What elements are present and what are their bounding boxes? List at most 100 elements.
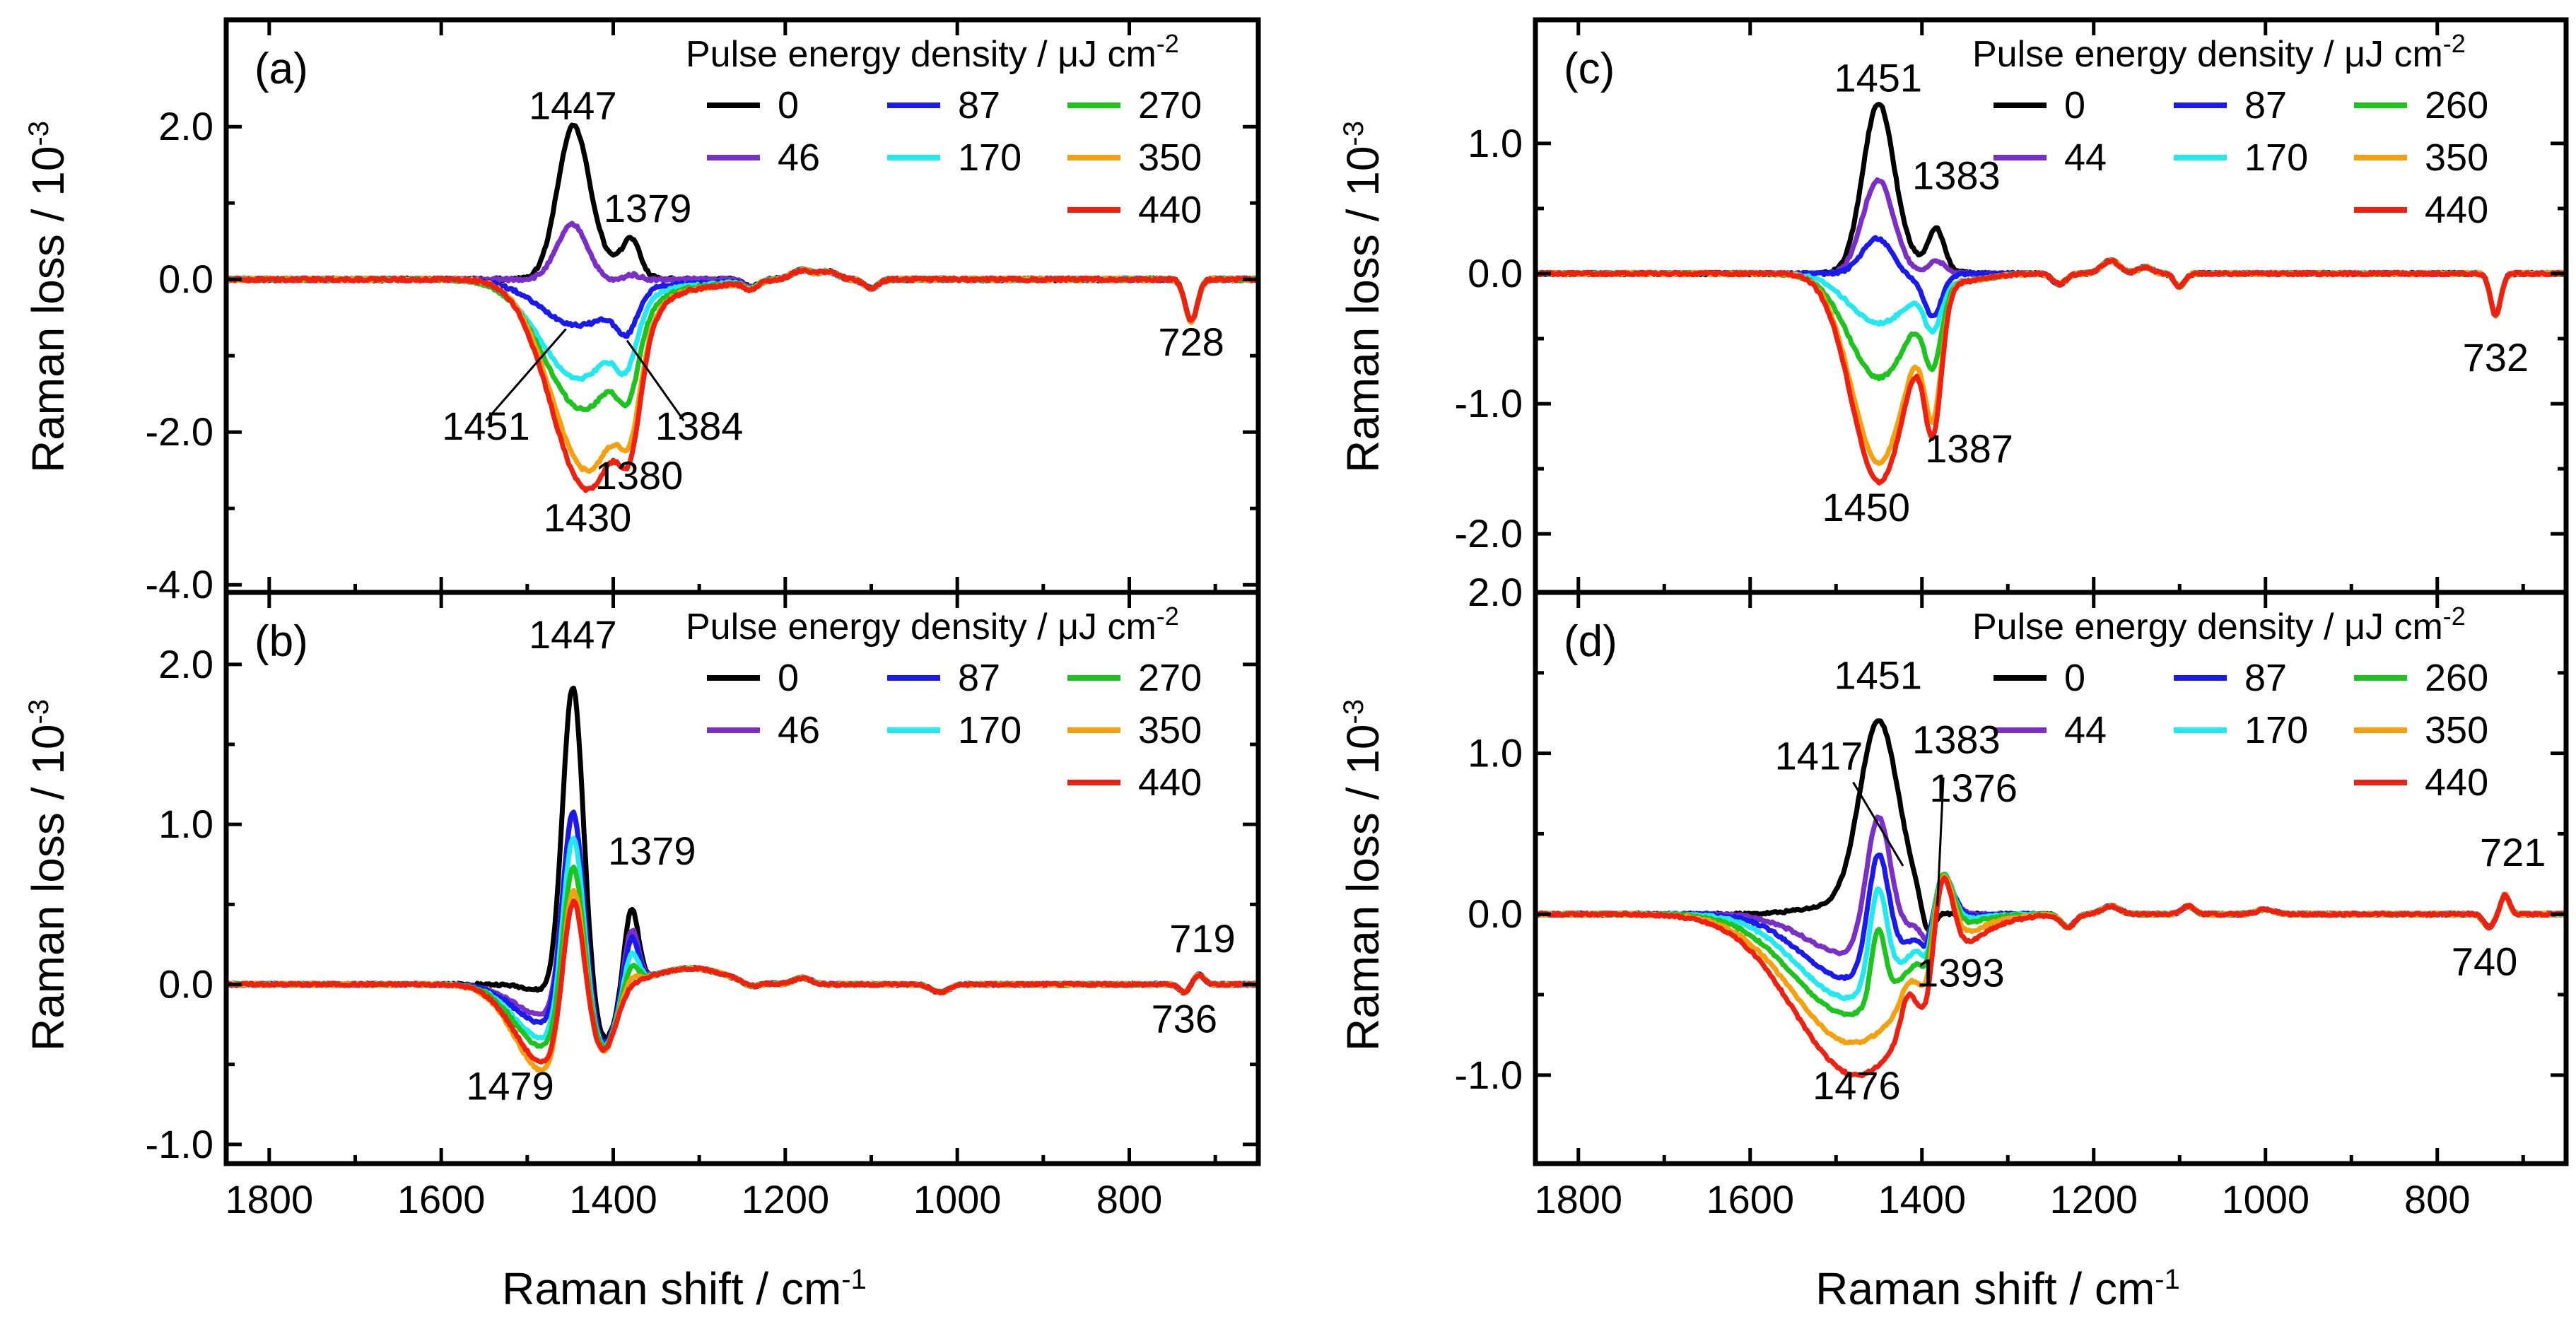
- peak-annotation: 1450: [1822, 485, 1910, 529]
- peak-annotation: 728: [1158, 320, 1224, 364]
- peak-annotation: 736: [1152, 996, 1217, 1041]
- x-axis-label-left-sup: -1: [841, 1264, 867, 1295]
- series-line-270: [226, 865, 1258, 1050]
- series-line-270: [226, 266, 1258, 413]
- legend-title-sup: -2: [1157, 602, 1179, 631]
- peak-annotation: 1430: [544, 496, 632, 540]
- series-group: [1535, 718, 2566, 1079]
- series-line-440: [1535, 875, 2566, 1079]
- series-line-440: [1535, 257, 2566, 486]
- x-tick-label: 1200: [742, 1177, 830, 1222]
- legend-title: Pulse energy density / μJ cm-2: [1972, 602, 2466, 648]
- y-tick-label: 0.0: [158, 257, 213, 301]
- peak-annotation: 1387: [1925, 426, 2013, 471]
- peak-annotation: 740: [2452, 939, 2517, 984]
- annotation-leader: [626, 339, 685, 421]
- peak-annotation: 1447: [529, 612, 617, 657]
- y-axis-label-a-sup: -3: [23, 121, 54, 146]
- y-tick-label: 0.0: [1468, 251, 1523, 295]
- legend-label-46: 46: [778, 136, 820, 179]
- series-line-0: [226, 122, 1258, 324]
- series-line-350: [1535, 257, 2566, 467]
- x-axis-label-right-sup: -1: [2155, 1264, 2180, 1295]
- y-tick-label: -1.0: [1455, 1053, 1523, 1097]
- y-tick-label: 0.0: [1468, 891, 1523, 936]
- x-tick-label: 1600: [1706, 1177, 1794, 1222]
- legend-label-46: 46: [778, 709, 820, 751]
- legend-title-sup: -2: [1157, 29, 1179, 58]
- legend-title: Pulse energy density / μJ cm-2: [1972, 29, 2466, 76]
- series-line-170: [226, 836, 1258, 1050]
- legend-title-sup: -2: [2443, 29, 2466, 58]
- legend-label-260: 260: [2425, 84, 2488, 127]
- peak-annotation: 732: [2463, 335, 2529, 380]
- legend-title: Pulse energy density / μJ cm-2: [686, 602, 1179, 648]
- peak-annotation: 1380: [595, 453, 684, 498]
- peak-annotation: 1447: [529, 83, 617, 127]
- peak-annotation: 1379: [608, 829, 696, 873]
- x-tick-label: 1200: [2049, 1177, 2138, 1222]
- y-axis-label-d-sup: -3: [1338, 699, 1369, 725]
- series-line-0: [1535, 718, 2566, 934]
- y-tick-label: 0.0: [158, 962, 213, 1007]
- series-group: [226, 122, 1258, 493]
- y-tick-label: -1.0: [1455, 381, 1523, 426]
- legend-label-350: 350: [2425, 709, 2488, 751]
- x-tick-label: 1600: [397, 1177, 486, 1222]
- y-axis-label-c: Raman loss / 10-3: [1337, 121, 1388, 473]
- y-tick-label: -2.0: [146, 409, 214, 454]
- legend-label-87: 87: [958, 657, 1000, 699]
- peak-annotation: 1451: [1834, 653, 1922, 698]
- y-axis-label-a: Raman loss / 10-3: [23, 121, 74, 473]
- series-line-350: [1535, 873, 2566, 1046]
- annotation-leader: [1852, 781, 1904, 867]
- y-tick-label: 1.0: [1468, 731, 1523, 775]
- panel-label: (d): [1564, 617, 1617, 666]
- panel-label: (b): [254, 617, 308, 666]
- legend-label-87: 87: [2244, 657, 2287, 699]
- legend-label-87: 87: [958, 84, 1000, 127]
- panel-label: (c): [1564, 45, 1615, 93]
- series-line-46: [226, 812, 1258, 1046]
- legend-label-350: 350: [1138, 709, 1202, 751]
- y-axis-label-c-sup: -3: [1338, 121, 1369, 146]
- panel-c: 1.0 0.0 -1.0 -2.0 (c) Pulse energy density / …: [1455, 17, 2569, 595]
- peak-annotation: 1376: [1929, 766, 2018, 810]
- x-tick-label: 800: [1096, 1177, 1162, 1222]
- legend-label-170: 170: [2244, 136, 2308, 179]
- legend-title-sup: -2: [2443, 602, 2466, 631]
- legend-label-87: 87: [2244, 84, 2287, 127]
- panel-d: 1800 1600 1400 1200 1000 800 2.0 1.0 0.0 -1.0 (d) P…: [1455, 570, 2569, 1222]
- x-tick-label: 1800: [226, 1177, 314, 1222]
- legend-label-170: 170: [958, 136, 1021, 179]
- y-tick-label: 1.0: [1468, 121, 1523, 165]
- panel-a: 2.0 0.0 -2.0 -4.0 (a) Pulse energy density / …: [146, 17, 1261, 607]
- panel-b: 1800 1600 1400 1200 1000 800 2.0 1.0 0.0 -1.0 (b) P…: [146, 590, 1261, 1222]
- peak-annotation: 1384: [655, 404, 744, 448]
- legend-label-0: 0: [778, 84, 799, 127]
- y-tick-label: -1.0: [146, 1122, 214, 1166]
- legend-label-44: 44: [2064, 709, 2107, 751]
- plot-frame: [1533, 17, 2569, 595]
- legend-label-0: 0: [778, 657, 799, 699]
- series-line-260: [1535, 872, 2566, 1017]
- legend-label-260: 260: [2425, 657, 2488, 699]
- peak-annotation: 1383: [1912, 153, 2001, 197]
- legend-title-text: Pulse energy density / μJ cm: [686, 607, 1157, 648]
- legend-label-350: 350: [2425, 136, 2488, 179]
- series-line-0: [1535, 102, 2566, 319]
- legend-label-440: 440: [2425, 761, 2488, 804]
- legend-label-44: 44: [2064, 136, 2107, 179]
- peak-annotation: 1379: [604, 186, 692, 230]
- series-group: [226, 685, 1258, 1074]
- peak-annotation: 1451: [442, 404, 530, 448]
- legend-label-170: 170: [2244, 709, 2308, 751]
- y-tick-label: 2.0: [1468, 570, 1523, 614]
- series-line-44: [1535, 177, 2566, 318]
- legend-label-0: 0: [2064, 84, 2085, 127]
- plot-frame: [223, 590, 1261, 1166]
- x-tick-label: 1800: [1534, 1177, 1622, 1222]
- x-tick-label: 1400: [1878, 1177, 1966, 1222]
- y-tick-label: -4.0: [146, 562, 214, 607]
